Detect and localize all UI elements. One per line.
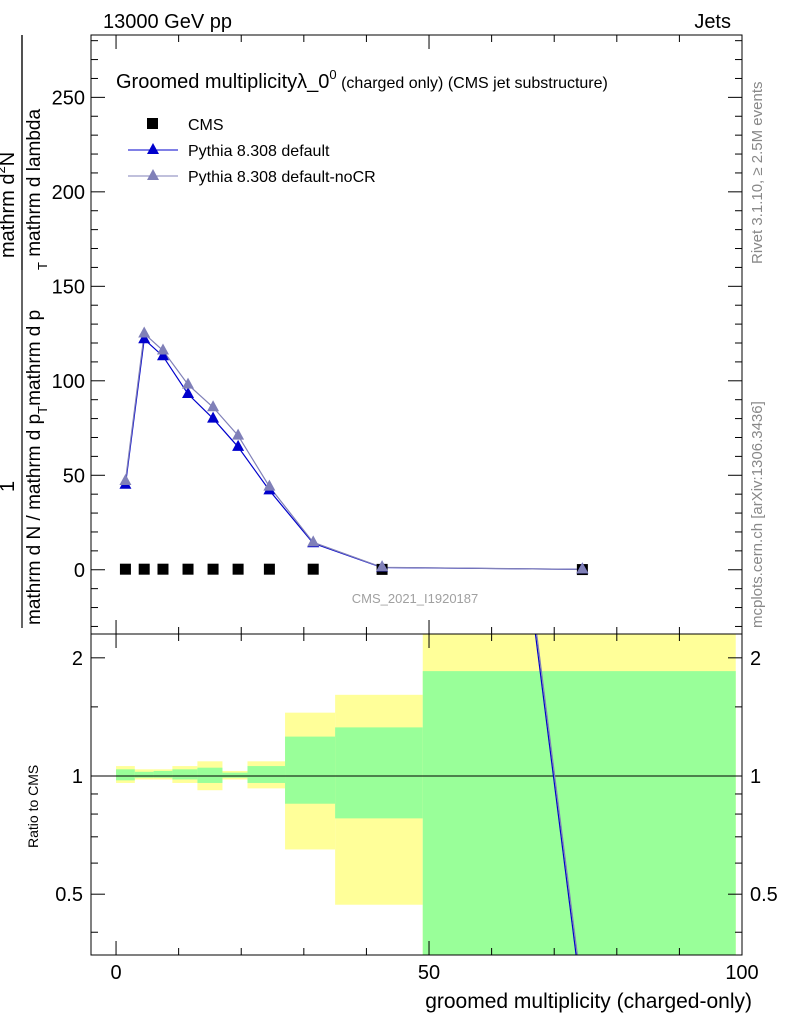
ratio-band-green [172, 769, 198, 780]
header-jets-label: Jets [694, 11, 731, 33]
mcplots-side-label: mcplots.cern.ch [arXiv:1306.3436] [749, 401, 766, 628]
ratio-band-green [335, 727, 423, 819]
ratio-lines-layer [91, 633, 742, 956]
cms-data-point [157, 563, 169, 575]
ratio-band-green [197, 767, 223, 783]
legend-cms-label: CMS [188, 117, 224, 134]
ratio-ytick-label: 0.5 [55, 884, 83, 906]
main-ytick-label: 250 [52, 87, 85, 109]
ylabel-inner-fraction: T mathrm d lambda [24, 109, 50, 270]
legend-nocr-marker [147, 169, 159, 180]
main-ylabel: 1 mathrm d N / mathrm d pTmathrm d p T m… [0, 35, 50, 628]
ratio-band-green [285, 736, 336, 804]
mc-data-point-2 [156, 343, 169, 355]
main-ytick-label: 200 [52, 182, 85, 204]
ylabel-den-a: mathrm d N / mathrm d p [24, 414, 45, 625]
ylabel-den-sub: T [35, 406, 50, 414]
cms-data-point [138, 563, 150, 575]
ylabel-den-b: mathrm d p [24, 310, 45, 406]
xaxis-label: groomed multiplicity (charged-only) [425, 990, 752, 1013]
main-ytick-label: 150 [52, 276, 85, 298]
ylabel-num-b: N [0, 152, 19, 166]
rivet-side-label: Rivet 3.1.10, ≥ 2.5M events [749, 82, 766, 265]
mc-data-point-2 [576, 562, 589, 574]
ratio-series-line-1 [536, 633, 578, 956]
mc-data-point-2 [263, 479, 276, 491]
ratio-ytick-label: 1 [72, 766, 83, 788]
ratio-series-line-0 [534, 633, 577, 956]
cms-data-point [307, 563, 319, 575]
ratio-ylabel: Ratio to CMS [25, 765, 41, 848]
ratio-band-green [116, 769, 135, 781]
ratio-band-green [222, 772, 248, 778]
mc-data-point-2 [182, 377, 195, 389]
main-yticks: 0 50 100 150 200 250 [52, 35, 743, 634]
legend-default-label: Pythia 8.308 default [188, 143, 330, 160]
main-title-tail: (charged only) (CMS jet substructure) [337, 75, 608, 92]
mc-data-point-1 [182, 387, 195, 399]
ratio-ytick-label-right: 2 [750, 648, 761, 670]
mc-data-point-2 [119, 473, 132, 485]
main-title-text: Groomed multiplicityλ_0 [116, 71, 329, 93]
mc-data-point-1 [156, 349, 169, 361]
ratio-ytick-label-right: 1 [750, 766, 761, 788]
cms-data-point [182, 563, 194, 575]
mc-data-point-2 [207, 400, 220, 412]
main-markers-layer [119, 326, 589, 576]
ylabel-inner-sub: T [35, 262, 50, 270]
main-ytick-label: 100 [52, 371, 85, 393]
xtick-label: 0 [110, 962, 121, 984]
header-energy-label: 13000 GeV pp [103, 11, 232, 33]
ratio-band-green [422, 671, 736, 955]
mc-data-point-1 [138, 332, 151, 344]
ylabel-num-a: mathrm d [0, 174, 19, 258]
ratio-band-green [134, 771, 154, 778]
ratio-bands-layer [116, 634, 736, 955]
mc-data-point-2 [307, 535, 320, 547]
cms-data-point [263, 563, 275, 575]
legend-nocr-label: Pythia 8.308 default-noCR [188, 169, 376, 186]
watermark: CMS_2021_I1920187 [352, 591, 479, 606]
main-ytick-label: 0 [74, 560, 85, 582]
ratio-ticks: 0.5 0.5 1 1 2 2 0 50 100 [55, 634, 778, 984]
ylabel-inner-numerator: mathrm d2N [0, 152, 19, 258]
main-title-sup: 0 [329, 67, 336, 82]
ratio-panel: 0.5 0.5 1 1 2 2 0 50 100 Ratio to CMS groomed mu… [25, 633, 778, 1013]
legend-default-marker [147, 143, 159, 154]
cms-data-point [232, 563, 244, 575]
ratio-frame [90, 633, 743, 956]
ratio-ytick-label: 2 [72, 648, 83, 670]
cms-data-point [207, 563, 219, 575]
ratio-band-green [247, 766, 286, 783]
ylabel-inner-tail: mathrm d lambda [24, 109, 45, 263]
main-title: Groomed multiplicityλ_00 (charged only) … [116, 67, 608, 93]
ratio-band-green [153, 770, 173, 778]
mc-data-point-2 [376, 560, 389, 572]
main-ytick-label: 50 [63, 465, 85, 487]
xtick-label: 100 [725, 962, 758, 984]
cms-data-point [119, 563, 131, 575]
mc-data-point-2 [232, 428, 245, 440]
ylabel-numerator: 1 [0, 481, 19, 492]
legend: CMS Pythia 8.308 default Pythia 8.308 de… [128, 117, 376, 186]
legend-cms-marker [147, 118, 158, 129]
mc-data-point-1 [232, 439, 245, 451]
ylabel-num-sup: 2 [0, 166, 8, 173]
series-line-1 [124, 338, 583, 570]
ratio-ytick-label-right: 0.5 [750, 884, 778, 906]
series-line-2 [124, 332, 583, 570]
mc-data-point-2 [138, 326, 151, 338]
mc-data-point-1 [207, 411, 220, 423]
xtick-label: 50 [418, 962, 440, 984]
ylabel-denominator: mathrm d N / mathrm d pTmathrm d p [24, 310, 50, 625]
